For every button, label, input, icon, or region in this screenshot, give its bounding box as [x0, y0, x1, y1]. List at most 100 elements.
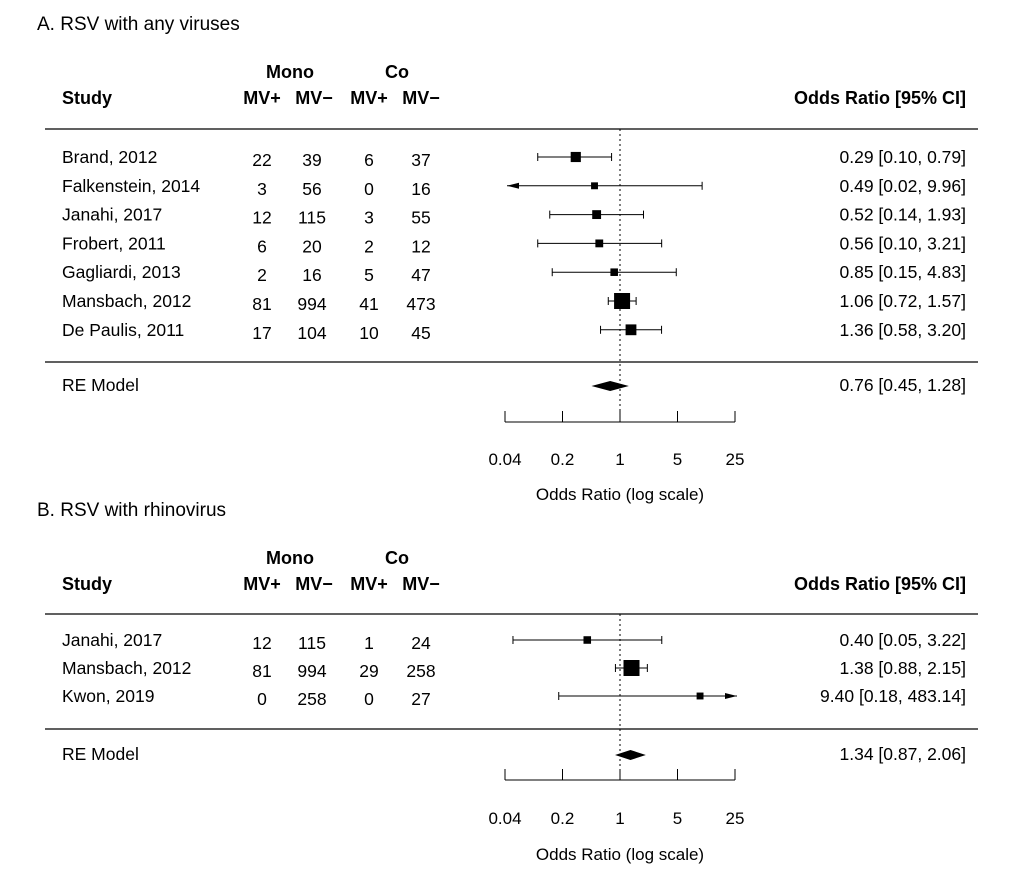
point-estimate [570, 151, 581, 163]
x-tick-label: 0.04 [488, 450, 521, 469]
co-mvpos-value: 5 [364, 265, 374, 285]
odds-ratio-ci: 0.85 [0.15, 4.83] [840, 262, 967, 282]
co-mvneg-value: 258 [406, 661, 435, 681]
mono-mvneg-value: 56 [302, 179, 321, 199]
header-mono: Mono [266, 62, 314, 82]
mono-mvneg-value: 104 [297, 323, 326, 343]
co-mvpos-value: 2 [364, 236, 374, 256]
summary-label: RE Model [62, 744, 139, 764]
co-mvneg-value: 12 [411, 236, 430, 256]
co-mvneg-value: 27 [411, 689, 430, 709]
header-odds-ratio: Odds Ratio [95% CI] [794, 574, 966, 594]
header-study: Study [62, 88, 112, 108]
header-mono-mvneg: MV− [295, 574, 333, 594]
odds-ratio-ci: 0.49 [0.02, 9.96] [840, 176, 967, 196]
x-tick-label: 25 [726, 809, 745, 828]
mono-mvneg-value: 994 [297, 294, 326, 314]
study-name: Janahi, 2017 [62, 205, 162, 225]
x-tick-label: 0.2 [551, 450, 575, 469]
point-estimate [583, 636, 592, 644]
odds-ratio-ci: 9.40 [0.18, 483.14] [820, 686, 966, 706]
summary-diamond [615, 750, 646, 760]
point-estimate [614, 293, 631, 309]
co-mvpos-value: 6 [364, 150, 374, 170]
ci-arrow-left [507, 182, 519, 189]
odds-ratio-ci: 0.29 [0.10, 0.79] [840, 147, 967, 167]
mono-mvneg-value: 16 [302, 265, 321, 285]
x-tick-label: 5 [673, 809, 682, 828]
co-mvpos-value: 10 [359, 323, 379, 343]
header-co-mvpos: MV+ [350, 88, 388, 108]
co-mvpos-value: 0 [364, 179, 374, 199]
header-mono-mvpos: MV+ [243, 574, 281, 594]
odds-ratio-ci: 0.52 [0.14, 1.93] [840, 205, 967, 225]
header-co-mvpos: MV+ [350, 574, 388, 594]
odds-ratio-ci: 1.06 [0.72, 1.57] [840, 291, 967, 311]
mono-mvneg-value: 994 [297, 661, 326, 681]
co-mvneg-value: 24 [411, 633, 431, 653]
x-axis-label: Odds Ratio (log scale) [536, 845, 704, 864]
mono-mvneg-value: 39 [302, 150, 321, 170]
panel-title: A. RSV with any viruses [37, 14, 240, 35]
mono-mvpos-value: 2 [257, 265, 267, 285]
header-mono-mvpos: MV+ [243, 88, 281, 108]
header-odds-ratio: Odds Ratio [95% CI] [794, 88, 966, 108]
study-name: Mansbach, 2012 [62, 658, 191, 678]
x-tick-label: 0.04 [488, 809, 521, 828]
co-mvneg-value: 47 [411, 265, 430, 285]
study-name: Gagliardi, 2013 [62, 262, 181, 282]
point-estimate [592, 210, 602, 220]
study-name: Brand, 2012 [62, 147, 157, 167]
ci-arrow-right [725, 693, 737, 699]
mono-mvpos-value: 3 [257, 179, 267, 199]
header-mono: Mono [266, 548, 314, 568]
co-mvpos-value: 3 [364, 208, 374, 228]
summary-label: RE Model [62, 375, 139, 395]
header-co-mvneg: MV− [402, 574, 440, 594]
point-estimate [696, 692, 704, 700]
mono-mvpos-value: 0 [257, 689, 267, 709]
study-name: Frobert, 2011 [62, 233, 166, 253]
co-mvneg-value: 16 [411, 179, 430, 199]
mono-mvneg-value: 115 [298, 208, 326, 228]
study-name: Janahi, 2017 [62, 630, 162, 650]
study-name: Mansbach, 2012 [62, 291, 191, 311]
header-mono-mvneg: MV− [295, 88, 333, 108]
mono-mvpos-value: 12 [252, 208, 271, 228]
mono-mvpos-value: 17 [252, 323, 271, 343]
summary-diamond [591, 381, 629, 391]
co-mvpos-value: 0 [364, 689, 374, 709]
odds-ratio-ci: 0.56 [0.10, 3.21] [840, 233, 967, 253]
x-tick-label: 25 [726, 450, 745, 469]
co-mvneg-value: 473 [406, 294, 435, 314]
x-tick-label: 1 [615, 809, 624, 828]
point-estimate [610, 268, 618, 276]
odds-ratio-ci: 1.38 [0.88, 2.15] [840, 658, 967, 678]
summary-odds-ratio-ci: 1.34 [0.87, 2.06] [840, 744, 967, 764]
co-mvneg-value: 37 [411, 150, 430, 170]
header-study: Study [62, 574, 112, 594]
x-tick-label: 1 [615, 450, 624, 469]
odds-ratio-ci: 1.36 [0.58, 3.20] [840, 320, 967, 340]
co-mvneg-value: 55 [411, 208, 430, 228]
mono-mvneg-value: 20 [302, 236, 322, 256]
header-co: Co [385, 62, 409, 82]
study-name: Falkenstein, 2014 [62, 176, 200, 196]
point-estimate [595, 239, 604, 248]
co-mvpos-value: 41 [359, 294, 378, 314]
panel-title: B. RSV with rhinovirus [37, 500, 226, 521]
point-estimate [591, 182, 598, 190]
study-name: De Paulis, 2011 [62, 320, 184, 340]
mono-mvpos-value: 22 [252, 150, 271, 170]
summary-odds-ratio-ci: 0.76 [0.45, 1.28] [840, 375, 967, 395]
co-mvneg-value: 45 [411, 323, 430, 343]
co-mvpos-value: 29 [359, 661, 378, 681]
odds-ratio-ci: 0.40 [0.05, 3.22] [840, 630, 967, 650]
mono-mvpos-value: 81 [252, 661, 271, 681]
header-co-mvneg: MV− [402, 88, 440, 108]
mono-mvneg-value: 115 [298, 633, 326, 653]
x-tick-label: 5 [673, 450, 682, 469]
mono-mvpos-value: 81 [252, 294, 271, 314]
header-co: Co [385, 548, 409, 568]
